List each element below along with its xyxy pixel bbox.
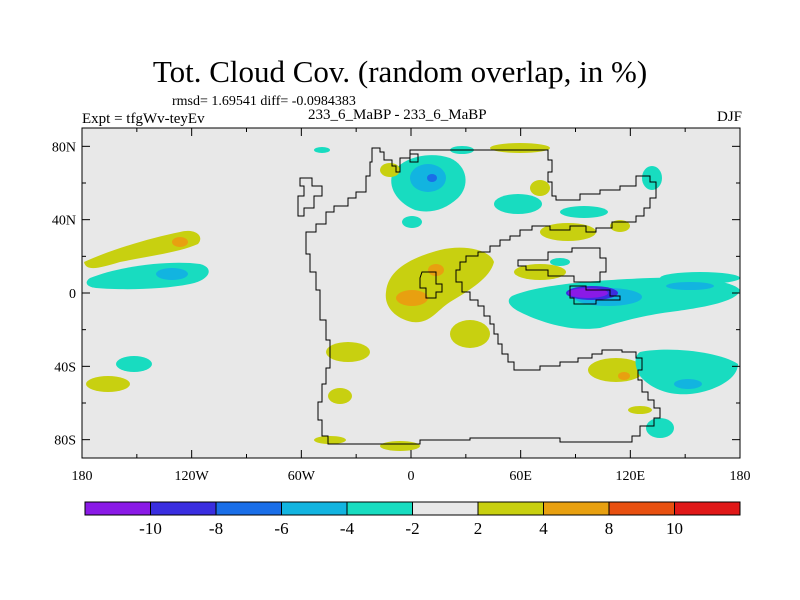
north-pacific-positive-core	[172, 237, 188, 247]
y-tick-label: 0	[69, 287, 76, 302]
colorbar-label: -6	[274, 519, 288, 538]
y-tick-label: 40S	[54, 360, 76, 375]
arctic-top-right-positive	[490, 143, 550, 153]
colorbar-label: 10	[666, 519, 683, 538]
colorbar-label: -8	[209, 519, 223, 538]
y-tick-label: 40N	[52, 214, 76, 229]
southern-ocean-positive-3	[628, 406, 652, 414]
season-label: DJF	[716, 109, 742, 125]
eurasia-negative-2	[560, 206, 608, 218]
colorbar-swatch	[674, 501, 741, 516]
coastlines	[297, 147, 661, 445]
x-tick-label: 0	[408, 469, 415, 484]
colorbar-label: -2	[405, 519, 419, 538]
experiment-label: Expt = tfgWv-teyEv	[82, 111, 205, 127]
y-tick-label: 80N	[52, 140, 76, 155]
south-pacific-positive-1	[86, 376, 130, 392]
south-indian-positive-core	[618, 372, 630, 380]
south-atlantic-positive	[326, 342, 370, 362]
y-axis: 80N 40N 0 40S 80S	[52, 140, 740, 449]
colorbar-swatch	[477, 501, 544, 516]
x-tick-label: 120W	[175, 469, 210, 484]
central-africa-positive-core-2	[428, 264, 444, 276]
eurasia-negative-3	[642, 166, 662, 190]
southern-ocean-negative-1	[646, 418, 674, 438]
indian-north-negative	[550, 258, 570, 266]
colorbar-swatch	[346, 501, 413, 516]
pacific-east-negative	[660, 272, 740, 284]
north-pacific-negative-core	[156, 268, 188, 280]
north-pacific-positive-band	[84, 230, 201, 269]
colorbar-swatch	[215, 501, 282, 516]
south-pacific-negative-1	[116, 356, 152, 372]
colorbar-label: -10	[139, 519, 162, 538]
central-africa-positive-core-1	[396, 290, 428, 306]
supercontinent-outline	[305, 147, 661, 445]
x-tick-label: 60E	[509, 469, 532, 484]
colorbar-label: 4	[539, 519, 548, 538]
stats-text: rmsd= 1.69541 diff= -0.0984383	[172, 94, 356, 109]
east-block-outline	[517, 247, 607, 283]
colorbar-label: 2	[474, 519, 483, 538]
arctic-north-small-positive	[380, 163, 400, 177]
interior-sea-outline	[419, 271, 443, 299]
colorbar-swatch	[84, 501, 151, 516]
southeast-negative-band	[635, 349, 738, 395]
eurasia-positive-2	[530, 180, 550, 196]
eurasia-positive-3	[610, 220, 630, 232]
colorbar-swatch	[281, 501, 348, 516]
x-tick-label: 60W	[288, 469, 316, 484]
case-label: 233_6_MaBP - 233_6_MaBP	[308, 107, 487, 123]
southern-ocean-positive-2	[314, 436, 346, 444]
colorbar-swatch	[608, 501, 675, 516]
southern-ocean-positive-1	[380, 441, 420, 451]
pacific-east-negative-2	[666, 282, 714, 290]
colorbar-swatch	[543, 501, 610, 516]
contour-fields	[84, 143, 740, 451]
arctic-top-small-negative	[314, 147, 330, 153]
central-africa-positive-south	[450, 320, 490, 348]
southeast-negative-core	[674, 379, 702, 389]
chart-title: Tot. Cloud Cov. (random overlap, in %)	[152, 54, 648, 89]
x-tick-label: 180	[730, 469, 751, 484]
x-tick-label: 120E	[616, 469, 646, 484]
x-tick-label: 180	[72, 469, 93, 484]
x-axis: 180 120W 60W 0 60E 120E 180	[72, 128, 751, 484]
south-pacific-positive-2	[328, 388, 352, 404]
colorbar-label: 8	[605, 519, 614, 538]
north-island-outline	[297, 177, 323, 217]
eurasia-negative-4	[402, 216, 422, 228]
eurasia-negative-1	[494, 194, 542, 214]
colorbar-swatch	[150, 501, 217, 516]
east-block-small-outline	[569, 285, 621, 305]
colorbar: -10 -8 -6 -4 -2 2 4 8 10	[84, 501, 741, 538]
eurasia-positive-1	[540, 223, 596, 241]
colorbar-swatch	[412, 501, 479, 516]
north-east-small-outline	[409, 153, 419, 163]
arctic-small-core	[427, 174, 437, 182]
y-tick-label: 80S	[54, 434, 76, 449]
colorbar-label: -4	[340, 519, 355, 538]
